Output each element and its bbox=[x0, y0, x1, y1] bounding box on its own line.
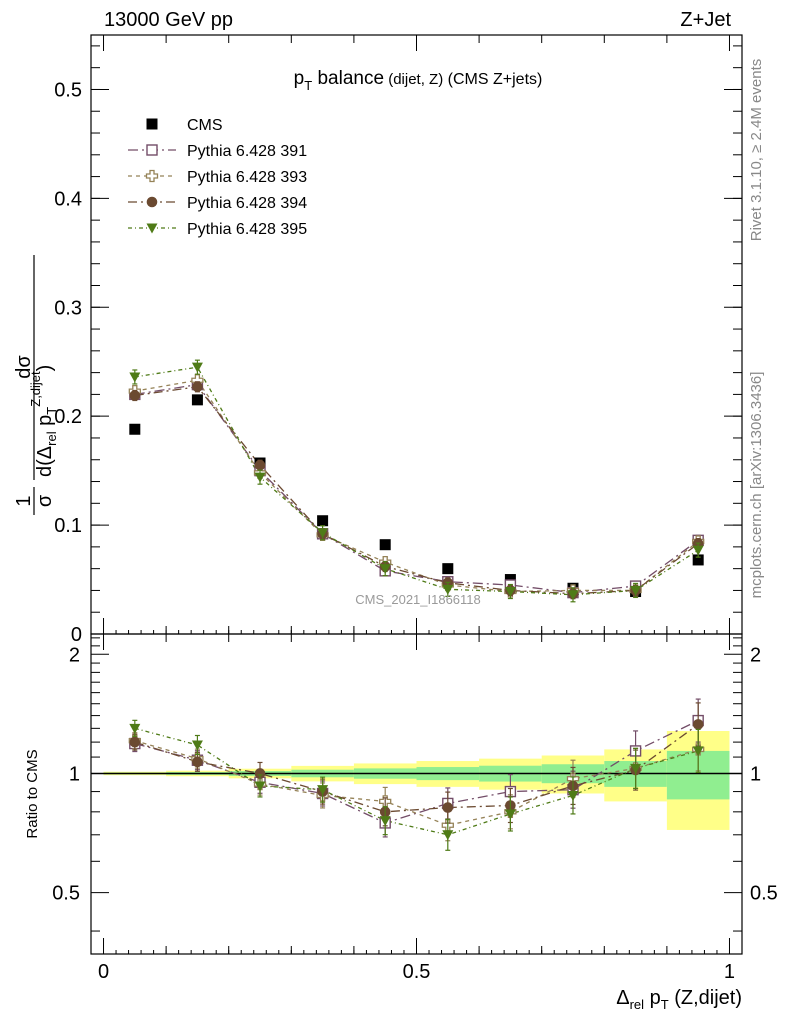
mcplots-label: mcplots.cern.ch [arXiv:1306.3436] bbox=[748, 372, 765, 599]
x-axis-label: Δrel pT (Z,dijet) bbox=[616, 987, 742, 1012]
cms-point bbox=[191, 394, 203, 406]
pythia-6-428-395-point bbox=[379, 564, 391, 575]
cms-point bbox=[129, 423, 141, 435]
pythia-6-428-395-point bbox=[630, 585, 642, 596]
process-label: Z+Jet bbox=[680, 9, 731, 31]
cms-point bbox=[442, 563, 454, 575]
pythia-6-428-395-point bbox=[504, 587, 516, 598]
ratio-series-points bbox=[128, 698, 705, 851]
ylabel-one: 1 bbox=[13, 495, 35, 506]
ratio-ylabel: Ratio to CMS bbox=[24, 749, 41, 838]
y-tick-label: 0.3 bbox=[54, 297, 82, 319]
legend-label-pythia-6-428-395: Pythia 6.428 395 bbox=[187, 221, 307, 238]
main-series-points bbox=[128, 359, 705, 603]
cms-point bbox=[317, 515, 329, 527]
ratio-y-tick-label-right: 0.5 bbox=[750, 883, 778, 905]
pythia-6-428-395-point bbox=[254, 472, 266, 483]
ratio-series-lines bbox=[134, 719, 699, 836]
legend-label-pythia-6-428-394: Pythia 6.428 394 bbox=[187, 195, 307, 212]
pythia-6-428-393-line bbox=[134, 379, 699, 593]
analysis-watermark: CMS_2021_I1866118 bbox=[355, 592, 481, 607]
pythia-6-428-395-ratio-point bbox=[567, 790, 579, 801]
cms-point bbox=[379, 539, 391, 551]
legend-marker-pythia-6-428-395 bbox=[146, 223, 158, 234]
title-p-subscript: T bbox=[304, 78, 312, 93]
pythia-6-428-394-ratio-point bbox=[129, 736, 141, 748]
pythia-6-428-395-ratio-point bbox=[442, 830, 454, 841]
cms-point bbox=[692, 554, 704, 566]
legend-marker-pythia-6-428-394 bbox=[146, 196, 158, 208]
y-tick-label: 0.1 bbox=[54, 515, 82, 537]
pythia-6-428-394-point bbox=[254, 459, 266, 471]
x-tick-label: 0.5 bbox=[403, 961, 431, 983]
x-tick-label: 1 bbox=[724, 961, 735, 983]
pythia-6-428-395-point bbox=[692, 545, 704, 556]
pythia-6-428-395-ratio-point bbox=[129, 723, 141, 734]
title-small: (dijet, Z) bbox=[384, 71, 443, 88]
ylabel-sigma: σ bbox=[34, 494, 56, 507]
main-axis-ticks: 0 0.1 0.2 0.3 0.4 0.5 bbox=[54, 35, 742, 646]
energy-label: 13000 GeV pp bbox=[104, 9, 233, 31]
pythia-6-428-395-point bbox=[317, 528, 329, 539]
pythia-6-428-395-line bbox=[134, 366, 699, 596]
pythia-6-428-394-point bbox=[192, 381, 203, 393]
pythia-6-428-395-ratio-point bbox=[254, 781, 266, 792]
pythia-6-428-395-point bbox=[129, 372, 141, 383]
rivet-label: Rivet 3.1.10, ≥ 2.4M events bbox=[748, 59, 765, 242]
main-plot-title: pT balance (dijet, Z) (CMS Z+jets) bbox=[294, 68, 543, 93]
pythia-6-428-394-ratio-point bbox=[254, 768, 266, 779]
title-balance: balance bbox=[312, 68, 384, 89]
ratio-axis-ticks: 0.5 0.5 1 1 2 2 0 0.5 1 bbox=[52, 634, 778, 983]
title-tail: (CMS Z+jets) bbox=[443, 71, 542, 88]
y-tick-label: 0.4 bbox=[54, 188, 82, 210]
pythia-6-428-394-ratio-line bbox=[134, 723, 699, 813]
pythia-6-428-395-ratio-point bbox=[317, 785, 329, 796]
pythia-6-428-395-ratio-point bbox=[191, 740, 203, 751]
pythia-6-428-395-ratio-point bbox=[692, 746, 704, 757]
x-tick-label: 0 bbox=[98, 961, 109, 983]
ylabel-denominator: d(Δrel pTZ,dijet) bbox=[28, 365, 59, 477]
y-tick-label: 0.5 bbox=[54, 79, 82, 101]
y-tick-label: 0.2 bbox=[54, 406, 82, 428]
pythia-6-428-394-ratio-point bbox=[442, 802, 454, 813]
legend-label-pythia-6-428-393: Pythia 6.428 393 bbox=[187, 169, 307, 186]
ratio-y-tick-label: 2 bbox=[69, 644, 80, 666]
ratio-y-tick-label: 1 bbox=[69, 763, 80, 785]
ratio-plot-panel: 0.5 0.5 1 1 2 2 0 0.5 1 Ratio to CMS Δrel pT (Z,… bbox=[24, 633, 778, 1012]
pythia-6-428-394-point bbox=[129, 390, 141, 401]
ratio-y-tick-label-right: 1 bbox=[750, 763, 761, 785]
pythia-6-428-394-ratio-point bbox=[192, 756, 203, 768]
legend-label-cms: CMS bbox=[187, 117, 223, 134]
pythia-6-428-394-line bbox=[134, 386, 699, 595]
legend-marker-pythia-6-428-391 bbox=[146, 144, 158, 156]
pythia-6-428-391-line bbox=[134, 383, 699, 594]
legend: CMS Pythia 6.428 391 Pythia 6.428 393 Pythi… bbox=[128, 117, 307, 238]
ratio-y-tick-label: 0.5 bbox=[52, 883, 80, 905]
pythia-6-428-395-point bbox=[191, 362, 203, 373]
main-plot-panel: 0 0.1 0.2 0.3 0.4 0.5 CMS_2021_I1866118 pT ba… bbox=[54, 34, 743, 646]
ylabel-dsigma: dσ bbox=[13, 355, 35, 379]
legend-marker-cms bbox=[146, 118, 158, 130]
pythia-6-428-395-ratio-point bbox=[379, 816, 391, 827]
pythia-6-428-394-ratio-point bbox=[692, 719, 704, 730]
main-ylabel: 1 σ dσ d(Δrel pTZ,dijet) bbox=[13, 255, 59, 515]
legend-marker-pythia-6-428-393 bbox=[145, 169, 159, 183]
pythia-6-428-393-ratio-line bbox=[134, 740, 699, 826]
pythia-6-428-395-ratio-line bbox=[134, 727, 699, 836]
pythia-6-428-395-ratio-point bbox=[504, 809, 516, 820]
pythia-6-428-395-point bbox=[442, 584, 454, 595]
title-p: p bbox=[294, 68, 305, 89]
legend-label-pythia-6-428-391: Pythia 6.428 391 bbox=[187, 143, 307, 160]
pythia-6-428-395-point bbox=[567, 590, 579, 601]
ratio-y-tick-label-right: 2 bbox=[750, 644, 761, 666]
y-tick-label: 0 bbox=[71, 624, 82, 646]
pythia-6-428-395-ratio-point bbox=[630, 763, 642, 774]
main-series-lines bbox=[134, 366, 699, 596]
